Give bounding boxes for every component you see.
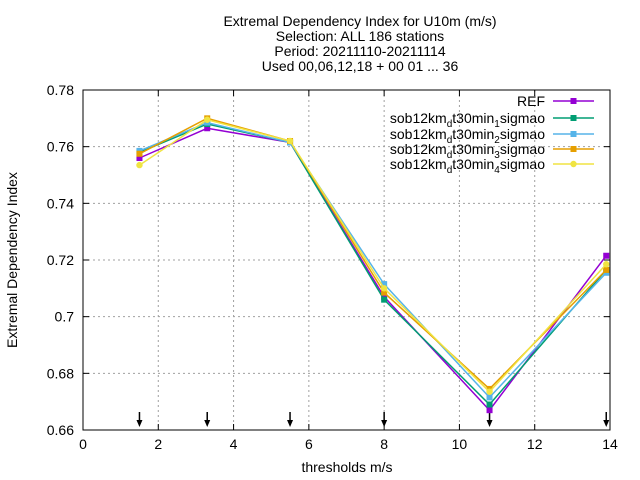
- legend-marker: [570, 160, 577, 168]
- y-tick-labels: 0.66 0.68 0.7 0.72 0.74 0.76 0.78: [47, 82, 74, 438]
- series: [136, 116, 610, 395]
- threshold-arrow: [204, 412, 211, 427]
- data-point: [136, 155, 143, 161]
- legend-marker: [570, 98, 577, 104]
- legend-marker: [570, 131, 577, 137]
- chart-title: Extremal Dependency Index for U10m (m/s)…: [223, 13, 496, 74]
- threshold-arrow: [381, 412, 388, 427]
- data-point: [486, 401, 493, 408]
- x-tick-labels: 0 2 4 6 8 10 12 14: [79, 436, 618, 452]
- threshold-arrow: [287, 412, 294, 427]
- y-tick-label: 0.78: [47, 82, 74, 98]
- data-point: [486, 388, 493, 395]
- x-tick-label: 4: [230, 436, 238, 452]
- legend: REFsob12kmdt30min1sigmaosob12kmdt30min2s…: [390, 93, 594, 176]
- data-point: [603, 252, 610, 259]
- title-line-4: Used 00,06,12,18 + 00 01 ... 36: [262, 58, 459, 74]
- x-tick-label: 14: [602, 436, 618, 452]
- legend-label: REF: [517, 93, 545, 109]
- x-tick-label: 8: [380, 436, 388, 452]
- y-tick-label: 0.68: [47, 365, 74, 381]
- data-point: [286, 137, 294, 145]
- data-point: [486, 407, 493, 414]
- legend-label: sob12kmdt30min4sigmao: [390, 156, 545, 176]
- legend-label: sob12kmdt30min1sigmao: [390, 110, 545, 130]
- data-point: [204, 116, 211, 123]
- legend-marker: [570, 115, 577, 121]
- threshold-markers: [136, 412, 610, 427]
- data-point: [204, 125, 211, 132]
- data-point: [136, 150, 143, 157]
- y-axis-label: Extremal Dependency Index: [4, 172, 20, 348]
- y-tick-label: 0.7: [55, 309, 75, 325]
- title-line-1: Extremal Dependency Index for U10m (m/s): [223, 13, 496, 29]
- title-line-2: Selection: ALL 186 stations: [276, 28, 444, 44]
- series-line: [139, 117, 607, 390]
- legend-label: sob12kmdt30min2sigmao: [390, 126, 545, 146]
- grid: [83, 90, 610, 430]
- data-point: [381, 281, 388, 288]
- series-lines: [136, 115, 610, 414]
- legend-entry: sob12kmdt30min2sigmao: [390, 126, 594, 146]
- x-tick-label: 12: [527, 436, 543, 452]
- data-point: [380, 285, 388, 292]
- threshold-arrow: [486, 412, 493, 427]
- threshold-arrow: [136, 412, 143, 427]
- x-axis-label: thresholds m/s: [301, 459, 392, 475]
- y-tick-label: 0.72: [47, 252, 74, 268]
- data-point: [603, 261, 610, 268]
- y-tick-label: 0.76: [47, 139, 74, 155]
- data-point: [486, 394, 493, 401]
- y-tick-label: 0.74: [47, 195, 74, 211]
- x-tick-label: 6: [305, 436, 313, 452]
- legend-entry: REF: [517, 93, 594, 109]
- series-line: [139, 123, 607, 406]
- legend-entry: sob12kmdt30min1sigmao: [390, 110, 594, 130]
- data-point: [136, 161, 143, 169]
- title-line-3: Period: 20211110-20211114: [274, 43, 445, 59]
- legend-marker: [570, 146, 577, 152]
- data-point: [381, 289, 388, 296]
- data-point: [381, 296, 388, 303]
- legend-entry: sob12kmdt30min3sigmao: [390, 141, 594, 161]
- data-point: [603, 266, 610, 273]
- x-tick-label: 0: [79, 436, 87, 452]
- series-line: [139, 118, 607, 393]
- x-tick-label: 10: [452, 436, 468, 452]
- threshold-arrow: [603, 412, 610, 427]
- legend-entry: sob12kmdt30min4sigmao: [390, 156, 594, 176]
- legend-label: sob12kmdt30min3sigmao: [390, 141, 545, 161]
- x-tick-label: 2: [154, 436, 162, 452]
- y-tick-label: 0.66: [47, 422, 74, 438]
